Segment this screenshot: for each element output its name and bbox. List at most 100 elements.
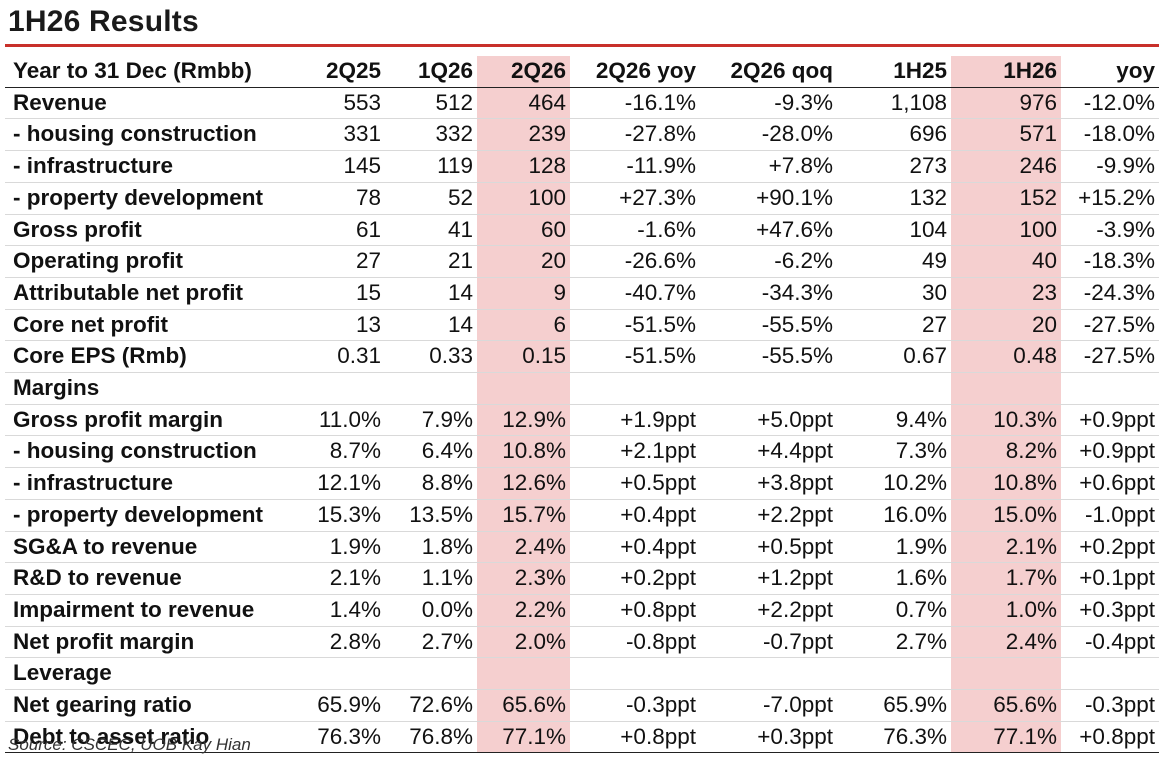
table-cell: 273	[837, 150, 951, 183]
table-cell: -9.3%	[700, 87, 837, 120]
table-cell: +0.1ppt	[1061, 562, 1159, 595]
table-cell: 65.9%	[301, 689, 385, 722]
table-cell: -27.8%	[570, 118, 700, 152]
table-cell: 76.8%	[385, 721, 477, 754]
table-cell: +0.4ppt	[570, 499, 700, 532]
table-cell: 7.9%	[385, 404, 477, 437]
table-cell: 553	[301, 87, 385, 120]
table-cell: -11.9%	[570, 150, 700, 183]
table-cell: -34.3%	[700, 277, 837, 310]
table-cell: -28.0%	[700, 118, 837, 152]
table-cell: 0.0%	[385, 594, 477, 627]
table-cell: +15.2%	[1061, 182, 1159, 215]
table-cell: 239	[477, 118, 570, 152]
table-cell: 7.3%	[837, 435, 951, 469]
table-cell: -26.6%	[570, 245, 700, 278]
table-cell: 13	[301, 309, 385, 342]
table-header-row: Year to 31 Dec (Rmbb) 2Q25 1Q26 2Q26 2Q2…	[5, 56, 1159, 88]
table-cell: 77.1%	[477, 721, 570, 754]
table-cell: -55.5%	[700, 340, 837, 374]
column-header-highlighted: 1H26	[951, 56, 1061, 88]
table-cell: -55.5%	[700, 309, 837, 342]
table-cell	[301, 372, 385, 405]
table-cell: -16.1%	[570, 87, 700, 120]
table-cell: +2.1ppt	[570, 435, 700, 469]
table-cell: -51.5%	[570, 309, 700, 342]
table-cell: 0.67	[837, 340, 951, 374]
table-cell: 152	[951, 182, 1061, 215]
table-cell: 571	[951, 118, 1061, 152]
table-cell: 13.5%	[385, 499, 477, 532]
row-label: Attributable net profit	[5, 277, 301, 310]
table-cell: -40.7%	[570, 277, 700, 310]
table-row: Core net profit 13 14 6 -51.5% -55.5% 27 20 -27.…	[5, 309, 1159, 342]
table-cell: 8.2%	[951, 435, 1061, 469]
table-cell: 15.3%	[301, 499, 385, 532]
table-cell: 512	[385, 87, 477, 120]
row-label: - housing construction	[5, 118, 301, 152]
table-cell	[385, 657, 477, 691]
table-row: R&D to revenue 2.1% 1.1% 2.3% +0.2ppt +1.2ppt…	[5, 562, 1159, 595]
table-cell: 15.7%	[477, 499, 570, 532]
table-cell: 61	[301, 214, 385, 247]
results-table-container: Year to 31 Dec (Rmbb) 2Q25 1Q26 2Q26 2Q2…	[5, 56, 1159, 754]
table-cell: -0.3ppt	[570, 689, 700, 722]
table-cell: +0.9ppt	[1061, 435, 1159, 469]
table-cell: +3.8ppt	[700, 467, 837, 500]
table-cell: -27.5%	[1061, 309, 1159, 342]
table-cell: 11.0%	[301, 404, 385, 437]
table-cell: +0.9ppt	[1061, 404, 1159, 437]
row-label: - infrastructure	[5, 467, 301, 500]
table-cell: 10.3%	[951, 404, 1061, 437]
table-cell: 0.7%	[837, 594, 951, 627]
table-cell: 2.0%	[477, 626, 570, 659]
table-cell: +2.2ppt	[700, 499, 837, 532]
table-cell: 128	[477, 150, 570, 183]
table-cell: +0.8ppt	[570, 594, 700, 627]
table-cell: 1.7%	[951, 562, 1061, 595]
column-header-highlighted: 2Q26	[477, 56, 570, 88]
row-label: - housing construction	[5, 435, 301, 469]
table-row: Core EPS (Rmb) 0.31 0.33 0.15 -51.5% -55.5% 0.…	[5, 340, 1159, 374]
table-cell: +0.5ppt	[570, 467, 700, 500]
column-header: 2Q25	[301, 56, 385, 88]
table-cell: 1.4%	[301, 594, 385, 627]
table-cell: 12.1%	[301, 467, 385, 500]
table-cell: 14	[385, 277, 477, 310]
table-cell: 65.9%	[837, 689, 951, 722]
table-cell: 78	[301, 182, 385, 215]
table-cell	[1061, 372, 1159, 405]
table-cell: 2.4%	[477, 531, 570, 564]
table-cell: 49	[837, 245, 951, 278]
table-cell: 2.7%	[837, 626, 951, 659]
table-cell: +0.8ppt	[1061, 721, 1159, 754]
table-cell: +0.2ppt	[570, 562, 700, 595]
table-row: Net profit margin 2.8% 2.7% 2.0% -0.8ppt -0.7…	[5, 626, 1159, 659]
row-label: Core EPS (Rmb)	[5, 340, 301, 374]
table-cell: 100	[477, 182, 570, 215]
table-cell: 2.2%	[477, 594, 570, 627]
row-label: Margins	[5, 372, 301, 405]
table-cell	[477, 657, 570, 691]
table-cell: 14	[385, 309, 477, 342]
table-cell: +4.4ppt	[700, 435, 837, 469]
table-cell: +0.4ppt	[570, 531, 700, 564]
table-cell: 23	[951, 277, 1061, 310]
table-cell: 976	[951, 87, 1061, 120]
table-row: Gross profit margin 11.0% 7.9% 12.9% +1.9ppt…	[5, 404, 1159, 437]
table-cell: 72.6%	[385, 689, 477, 722]
table-cell: 10.8%	[477, 435, 570, 469]
table-cell: 52	[385, 182, 477, 215]
table-cell: -24.3%	[1061, 277, 1159, 310]
table-row: Leverage	[5, 657, 1159, 691]
table-cell: +5.0ppt	[700, 404, 837, 437]
table-cell: 6	[477, 309, 570, 342]
table-cell: 15	[301, 277, 385, 310]
table-cell: 40	[951, 245, 1061, 278]
table-cell: 15.0%	[951, 499, 1061, 532]
row-label: SG&A to revenue	[5, 531, 301, 564]
table-row: Margins	[5, 372, 1159, 405]
title-divider	[5, 44, 1159, 47]
table-cell: 27	[301, 245, 385, 278]
table-cell: 21	[385, 245, 477, 278]
